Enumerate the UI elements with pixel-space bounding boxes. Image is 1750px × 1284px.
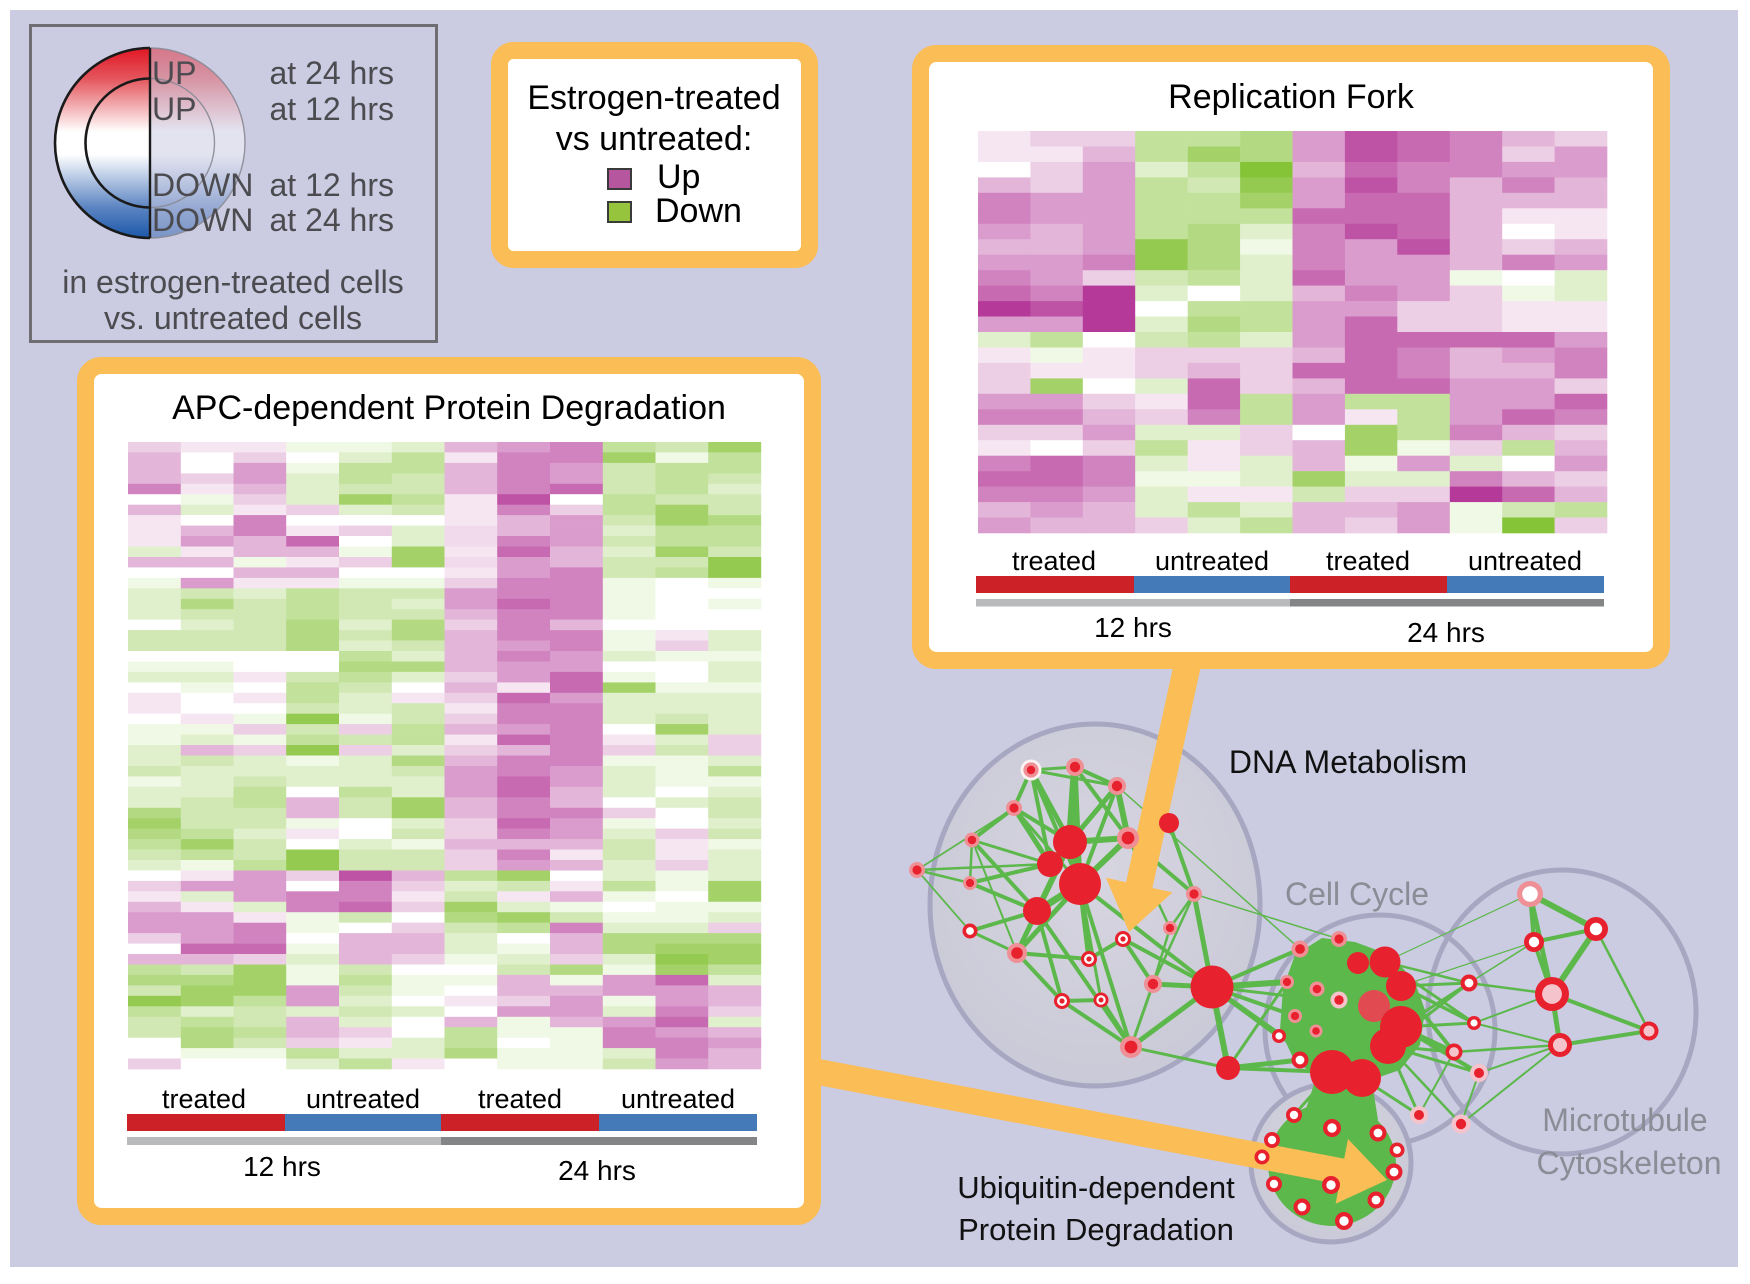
svg-text:Microtubule: Microtubule [1542, 1102, 1707, 1138]
svg-text:untreated: untreated [1155, 546, 1269, 576]
svg-text:untreated: untreated [621, 1084, 735, 1114]
svg-text:treated: treated [1012, 546, 1096, 576]
svg-text:in estrogen-treated cells: in estrogen-treated cells [62, 264, 404, 300]
svg-text:untreated: untreated [1468, 546, 1582, 576]
svg-text:Cell Cycle: Cell Cycle [1285, 876, 1429, 912]
svg-text:at 24 hrs: at 24 hrs [269, 55, 394, 91]
svg-text:Cytoskeleton: Cytoskeleton [1537, 1145, 1722, 1181]
svg-text:untreated: untreated [306, 1084, 420, 1114]
svg-text:APC-dependent Protein Degradat: APC-dependent Protein Degradation [172, 389, 726, 427]
svg-text:treated: treated [162, 1084, 246, 1114]
svg-text:Estrogen-treated: Estrogen-treated [527, 79, 780, 117]
svg-text:treated: treated [1326, 546, 1410, 576]
svg-text:at 12 hrs: at 12 hrs [269, 167, 394, 203]
svg-text:vs. untreated cells: vs. untreated cells [104, 300, 362, 336]
svg-text:Protein Degradation: Protein Degradation [958, 1212, 1234, 1247]
svg-text:at 12 hrs: at 12 hrs [269, 91, 394, 127]
svg-text:Up: Up [657, 158, 700, 196]
svg-text:vs untreated:: vs untreated: [556, 120, 753, 158]
svg-text:24 hrs: 24 hrs [558, 1155, 636, 1186]
svg-text:DOWN: DOWN [152, 167, 253, 203]
svg-text:Down: Down [655, 192, 742, 230]
svg-text:treated: treated [478, 1084, 562, 1114]
svg-text:DOWN: DOWN [152, 202, 253, 238]
svg-text:12 hrs: 12 hrs [243, 1151, 321, 1182]
svg-text:at 24 hrs: at 24 hrs [269, 202, 394, 238]
svg-text:UP: UP [152, 91, 196, 127]
svg-text:12 hrs: 12 hrs [1094, 612, 1172, 643]
svg-text:Replication Fork: Replication Fork [1168, 78, 1415, 116]
svg-text:Ubiquitin-dependent: Ubiquitin-dependent [957, 1170, 1235, 1205]
svg-text:DNA Metabolism: DNA Metabolism [1229, 744, 1467, 780]
svg-text:UP: UP [152, 55, 196, 91]
svg-text:24 hrs: 24 hrs [1407, 617, 1485, 648]
